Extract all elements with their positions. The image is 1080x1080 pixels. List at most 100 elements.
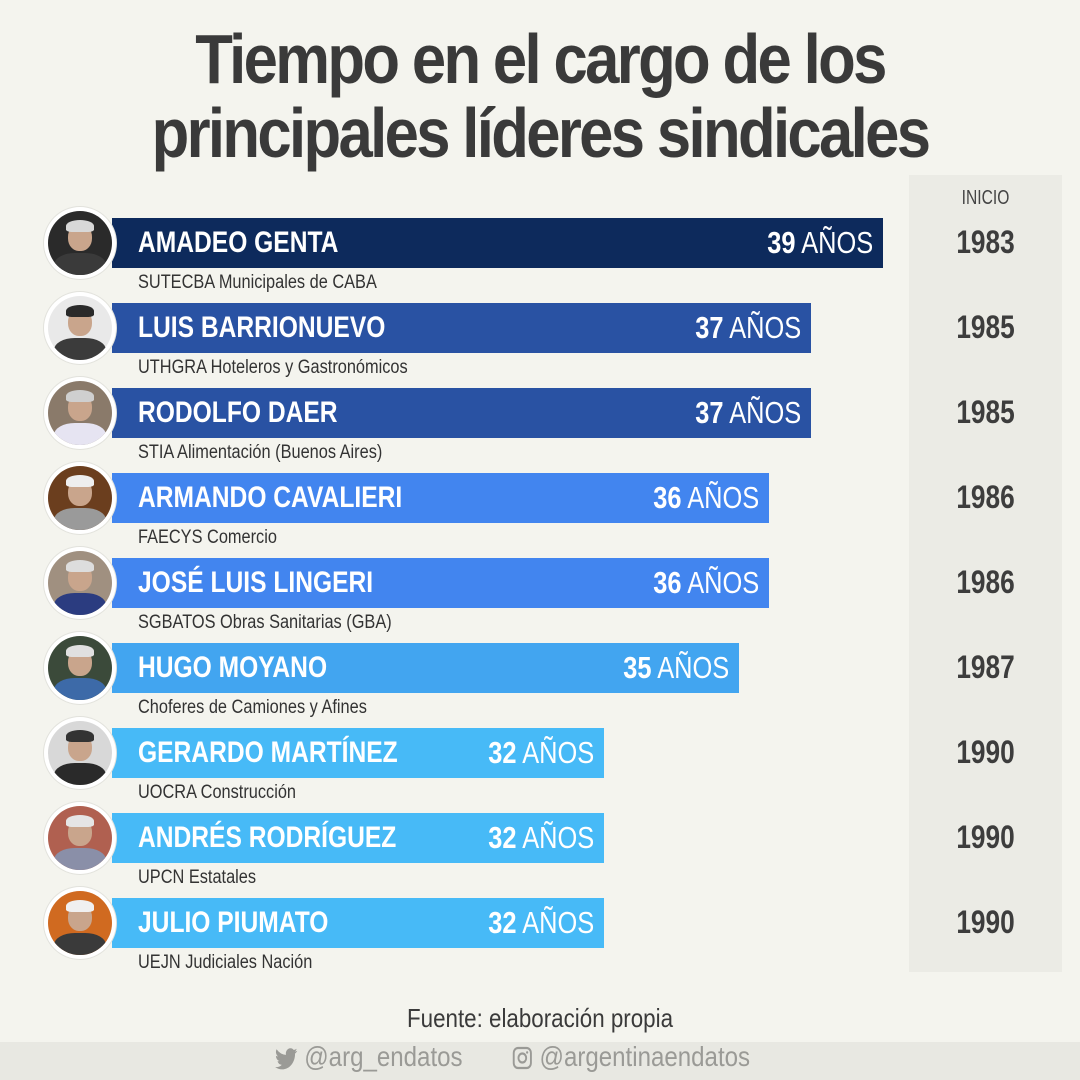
union-name: FAECYS Comercio (138, 527, 277, 548)
years-unit: AÑOS (728, 310, 801, 345)
portrait-icon (48, 891, 112, 955)
leader-row: JULIO PIUMATO 32 AÑOS UEJN Judiciales Na… (0, 887, 1080, 983)
instagram-handle-text: @argentinaendatos (539, 1041, 751, 1072)
tenure-bar (112, 643, 739, 693)
tenure-years: 32 AÑOS (488, 820, 594, 856)
twitter-handle[interactable]: @arg_endatos (275, 1041, 463, 1073)
tenure-years: 37 AÑOS (695, 310, 801, 346)
start-year: 1987 (956, 649, 1015, 685)
leader-row: GERARDO MARTÍNEZ 32 AÑOS UOCRA Construcc… (0, 717, 1080, 813)
portrait-icon (48, 211, 112, 275)
union-name: STIA Alimentación (Buenos Aires) (138, 442, 383, 463)
portrait-icon (48, 721, 112, 785)
tenure-years: 32 AÑOS (488, 735, 594, 771)
leader-row: AMADEO GENTA 39 AÑOS SUTECBA Municipales… (0, 207, 1080, 303)
leader-name: JULIO PIUMATO (138, 906, 329, 939)
union-name: UEJN Judiciales Nación (138, 952, 313, 973)
leader-avatar (44, 802, 116, 874)
years-unit: AÑOS (686, 480, 759, 515)
start-year-header: INICIO (961, 187, 1010, 209)
leader-name: GERARDO MARTÍNEZ (138, 736, 398, 769)
title-line-2: principales líderes sindicales (151, 94, 931, 172)
tenure-bar (112, 388, 811, 438)
start-year-column (909, 175, 1062, 972)
leader-row: JOSÉ LUIS LINGERI 36 AÑOS SGBATOS Obras … (0, 547, 1080, 643)
title-line-1: Tiempo en el cargo de los (195, 20, 887, 98)
union-name: UTHGRA Hoteleros y Gastronómicos (138, 357, 408, 378)
leader-avatar (44, 207, 116, 279)
portrait-icon (48, 381, 112, 445)
start-year: 1986 (956, 479, 1015, 515)
leader-name: LUIS BARRIONUEVO (138, 311, 386, 344)
years-unit: AÑOS (521, 735, 594, 770)
twitter-icon (275, 1048, 298, 1070)
years-number: 36 (653, 565, 682, 600)
leader-row: RODOLFO DAER 37 AÑOS STIA Alimentación (… (0, 377, 1080, 473)
leader-name: RODOLFO DAER (138, 396, 338, 429)
leader-avatar (44, 632, 116, 704)
union-name: UPCN Estatales (138, 867, 257, 888)
portrait-icon (48, 806, 112, 870)
years-number: 32 (488, 735, 517, 770)
leader-avatar (44, 717, 116, 789)
leader-row: LUIS BARRIONUEVO 37 AÑOS UTHGRA Hotelero… (0, 292, 1080, 388)
leader-row: ARMANDO CAVALIERI 36 AÑOS FAECYS Comerci… (0, 462, 1080, 558)
tenure-years: 32 AÑOS (488, 905, 594, 941)
years-number: 36 (653, 480, 682, 515)
leader-name: JOSÉ LUIS LINGERI (138, 566, 374, 599)
portrait-icon (48, 551, 112, 615)
tenure-bar (112, 813, 604, 863)
leader-row: ANDRÉS RODRÍGUEZ 32 AÑOS UPCN Estatales … (0, 802, 1080, 898)
start-year: 1990 (956, 734, 1015, 770)
leader-name: HUGO MOYANO (138, 651, 328, 684)
years-number: 39 (767, 225, 796, 260)
tenure-bar (112, 558, 769, 608)
portrait-icon (48, 296, 112, 360)
years-number: 32 (488, 820, 517, 855)
tenure-years: 36 AÑOS (653, 480, 759, 516)
portrait-icon (48, 636, 112, 700)
years-unit: AÑOS (656, 650, 729, 685)
tenure-bar (112, 898, 604, 948)
union-name: Choferes de Camiones y Afines (138, 697, 367, 718)
years-number: 35 (623, 650, 652, 685)
chart-title: Tiempo en el cargo de los principales lí… (65, 22, 1015, 170)
leader-avatar (44, 887, 116, 959)
portrait-icon (48, 466, 112, 530)
leader-name: ANDRÉS RODRÍGUEZ (138, 821, 397, 854)
union-name: SGBATOS Obras Sanitarias (GBA) (138, 612, 392, 633)
start-year: 1990 (956, 904, 1015, 940)
leader-avatar (44, 292, 116, 364)
leader-avatar (44, 462, 116, 534)
instagram-handle[interactable]: @argentinaendatos (512, 1041, 750, 1073)
tenure-years: 39 AÑOS (767, 225, 873, 261)
start-year: 1983 (956, 224, 1015, 260)
union-name: UOCRA Construcción (138, 782, 297, 803)
years-number: 37 (695, 310, 724, 345)
tenure-bar (112, 218, 883, 268)
union-name: SUTECBA Municipales de CABA (138, 272, 377, 293)
start-year: 1990 (956, 819, 1015, 855)
leader-row: HUGO MOYANO 35 AÑOS Choferes de Camiones… (0, 632, 1080, 728)
years-unit: AÑOS (521, 905, 594, 940)
leader-avatar (44, 547, 116, 619)
leader-avatar (44, 377, 116, 449)
years-unit: AÑOS (800, 225, 873, 260)
leader-name: AMADEO GENTA (138, 226, 339, 259)
tenure-years: 35 AÑOS (623, 650, 729, 686)
start-year: 1985 (956, 394, 1015, 430)
source-note: Fuente: elaboración propia (406, 1003, 674, 1033)
tenure-bar (112, 728, 604, 778)
tenure-years: 36 AÑOS (653, 565, 759, 601)
footer-bar (0, 1042, 1080, 1080)
years-unit: AÑOS (521, 820, 594, 855)
years-number: 32 (488, 905, 517, 940)
start-year: 1986 (956, 564, 1015, 600)
tenure-years: 37 AÑOS (695, 395, 801, 431)
years-unit: AÑOS (728, 395, 801, 430)
tenure-bar (112, 303, 811, 353)
leader-name: ARMANDO CAVALIERI (138, 481, 403, 514)
start-year: 1985 (956, 309, 1015, 345)
twitter-handle-text: @arg_endatos (304, 1041, 463, 1072)
years-number: 37 (695, 395, 724, 430)
